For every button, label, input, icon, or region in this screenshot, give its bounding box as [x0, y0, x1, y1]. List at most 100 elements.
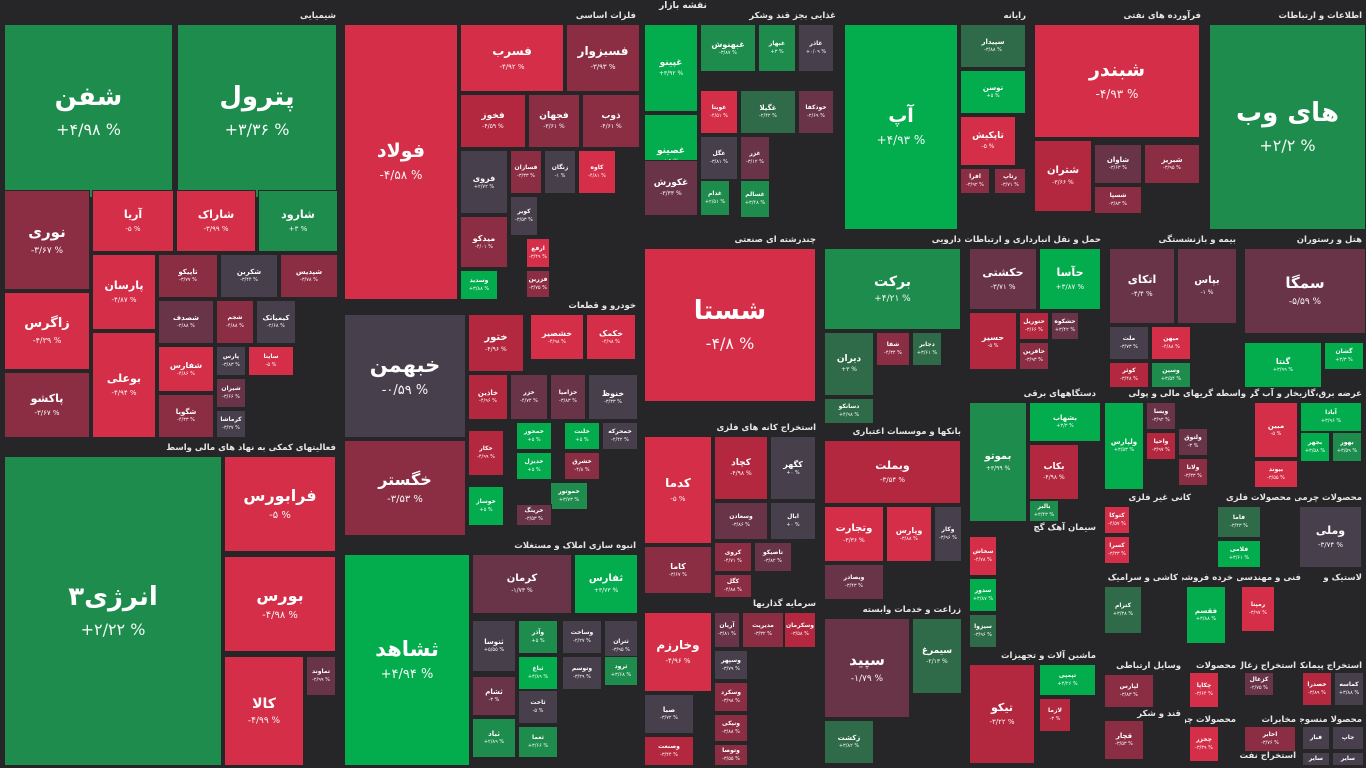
- sector-title[interactable]: مخابرات: [1261, 715, 1296, 725]
- stock-tile-خزامیا[interactable]: خزامیا -۳/۸۳ %: [550, 374, 586, 420]
- stock-tile-اتکای[interactable]: اتکای -۴/۴ %: [1109, 248, 1175, 324]
- sector-title[interactable]: ماشین آلات و تجهیزات: [1000, 651, 1096, 661]
- stock-tile-دیران[interactable]: دیران +۳ %: [824, 332, 874, 396]
- sector-title[interactable]: محصولات چوبی: [1185, 715, 1236, 725]
- stock-tile-فسبزوار[interactable]: فسبزوار -۳/۹۳ %: [566, 24, 640, 92]
- sector-title[interactable]: خودرو و قطعات: [568, 301, 636, 311]
- stock-tile-تاصیکو[interactable]: تاصیکو -۳/۸۲ %: [754, 542, 792, 572]
- stock-tile-ولپارس[interactable]: ولپارس +۳/۵۳ %: [1104, 402, 1144, 490]
- sector-title[interactable]: فرآورده های نفتی: [1123, 11, 1202, 21]
- stock-tile-وخارزم[interactable]: وخارزم -۴/۹۶ %: [644, 612, 712, 692]
- stock-tile-توسن[interactable]: توسن +۵ %: [960, 70, 1026, 114]
- stock-tile-وکار[interactable]: وکار -۳/۹۶ %: [934, 506, 962, 562]
- sector-title[interactable]: فلزات اساسی: [575, 11, 636, 21]
- stock-tile-ارفع[interactable]: ارفع -۳/۴۹ %: [526, 238, 550, 268]
- stock-tile-آبادا[interactable]: آبادا +۳/۹۶ %: [1300, 402, 1362, 432]
- stock-tile-کاوه[interactable]: کاوه -۴/۸۱ %: [578, 150, 616, 194]
- stock-tile-وسعادن[interactable]: وسعادن -۳/۸۶ %: [714, 502, 768, 540]
- stock-tile-فروی[interactable]: فروی +۲/۷۲ %: [460, 150, 508, 214]
- stock-tile-شفن[interactable]: شفن +۴/۹۸ %: [4, 24, 173, 198]
- stock-tile-حشکوه[interactable]: حشکوه +۳/۴۲ %: [1051, 312, 1079, 340]
- stock-tile-ثعما[interactable]: ثعما +۳/۶۶ %: [518, 726, 558, 758]
- stock-tile-قچار[interactable]: قچار -۳/۵۳ %: [1104, 720, 1144, 760]
- stock-tile-رمپنا[interactable]: رمپنا -۳/۹۷ %: [1241, 586, 1275, 632]
- stock-tile-های وب[interactable]: های وب +۲/۲ %: [1209, 24, 1366, 230]
- stock-tile-کتوکا[interactable]: کتوکا -۴/۵۷ %: [1104, 506, 1130, 534]
- sector-title[interactable]: محصولا منسوجات: [1300, 715, 1362, 725]
- stock-tile-بپاس[interactable]: بپاس -۱ %: [1177, 248, 1237, 324]
- stock-tile-غسالم[interactable]: غسالم +۳/۴۸ %: [740, 180, 770, 218]
- stock-tile-کویر[interactable]: کویر -۳/۵۳ %: [510, 196, 538, 236]
- stock-tile-وپارس[interactable]: وپارس -۳/۸۸ %: [886, 506, 932, 562]
- stock-tile-غگیلا[interactable]: غگیلا -۲/۴۲ %: [740, 90, 796, 134]
- stock-tile-فاما[interactable]: فاما -۳/۴۳ %: [1217, 506, 1261, 538]
- sector-title[interactable]: لاستیک و: [1323, 573, 1362, 583]
- stock-tile-پارس[interactable]: پارس -۳/۸۳ %: [216, 346, 246, 376]
- sector-title[interactable]: کانی غیر فلزی: [1128, 493, 1191, 503]
- stock-tile-ولانا[interactable]: ولانا -۳/۳۳ %: [1178, 458, 1208, 486]
- stock-tile-دسانکو[interactable]: دسانکو +۴/۹۸ %: [824, 398, 874, 424]
- stock-tile-خرینگ[interactable]: خرینگ -۳/۵۳ %: [516, 504, 552, 526]
- sector-title[interactable]: سرمایه گذاریها: [752, 599, 816, 609]
- stock-tile-خوساز[interactable]: خوساز +۵ %: [468, 486, 504, 526]
- stock-tile-کالا[interactable]: کالا -۴/۹۹ %: [224, 656, 304, 766]
- stock-tile-بوعلی[interactable]: بوعلی -۴/۹۴ %: [92, 332, 156, 438]
- stock-tile-صبا[interactable]: صبا -۳/۷۲ %: [644, 694, 694, 734]
- stock-tile-خمحور[interactable]: خمحور +۵ %: [516, 422, 552, 450]
- stock-tile-خصدرا[interactable]: خصدرا -۳/۸۹ %: [1302, 672, 1332, 706]
- stock-tile-کگهر[interactable]: کگهر +۰ %: [770, 436, 816, 500]
- stock-tile-ملت[interactable]: ملت -۳/۷۳ %: [1109, 326, 1149, 360]
- stock-tile-رتاپ[interactable]: رتاپ -۳/۷۱ %: [994, 168, 1026, 194]
- stock-tile-کسرا[interactable]: کسرا -۳/۳۳ %: [1104, 536, 1130, 564]
- stock-tile-خکار[interactable]: خکار -۴/۹۹ %: [468, 430, 504, 476]
- stock-tile-انرژی۳[interactable]: انرژی۳ +۲/۲۲ %: [4, 456, 222, 766]
- stock-tile-سپیدار[interactable]: سپیدار -۳/۸۸ %: [960, 24, 1026, 68]
- stock-tile-وسین[interactable]: وسین +۳/۵۴ %: [1151, 362, 1191, 388]
- stock-tile-زکشت[interactable]: زکشت +۳/۸۲ %: [824, 720, 874, 764]
- stock-tile-کگل[interactable]: کگل -۴/۸۸ %: [714, 574, 752, 598]
- stock-tile-غبهنوش[interactable]: غبهنوش -۳/۸۷ %: [700, 24, 756, 72]
- stock-tile-تماوند[interactable]: تماوند -۲/۹۹ %: [306, 656, 336, 696]
- stock-tile-پارسان[interactable]: پارسان -۴/۸۷ %: [92, 254, 156, 330]
- sector-title[interactable]: وسایل ارتباطی: [1116, 661, 1181, 671]
- sector-title[interactable]: استخراج پیمانکاری: [1300, 661, 1362, 671]
- stock-tile-غاذر[interactable]: غاذر +۰/۰۹ %: [798, 24, 834, 72]
- stock-tile-ونیکی[interactable]: ونیکی -۳/۸۸ %: [714, 714, 748, 742]
- stock-tile-اخابر[interactable]: اخابر -۳/۷۶ %: [1244, 726, 1296, 752]
- stock-tile-خزر[interactable]: خزر -۴/۷۴ %: [510, 374, 548, 420]
- stock-tile-حکشتی[interactable]: حکشتی -۳/۷۱ %: [969, 248, 1037, 310]
- stock-tile-خمحرکه[interactable]: خمحرکه -۲/۴۲ %: [602, 422, 638, 450]
- stock-tile-کاما[interactable]: کاما -۳/۶۷ %: [644, 546, 712, 594]
- stock-tile-خدیزل[interactable]: خدیزل +۵ %: [516, 452, 552, 480]
- stock-tile-کروی[interactable]: کروی -۴/۷۱ %: [714, 542, 752, 572]
- stock-tile-ذوب[interactable]: ذوب -۴/۶۱ %: [582, 94, 640, 148]
- stock-tile-میهن[interactable]: میهن -۴/۸۸ %: [1151, 326, 1191, 360]
- stock-tile-ثشاهد[interactable]: ثشاهد +۴/۹۴ %: [344, 554, 470, 766]
- stock-tile-فلامی[interactable]: فلامی +۳/۶۱ %: [1217, 540, 1261, 568]
- stock-tile-وتوسم[interactable]: وتوسم -۳/۲۹ %: [562, 656, 602, 690]
- stock-tile-فجهان[interactable]: فجهان -۳/۶۱ %: [528, 94, 580, 148]
- stock-tile-غدام[interactable]: غدام +۲/۵۱ %: [700, 180, 730, 216]
- stock-tile-سدور[interactable]: سدور +۳/۸۷ %: [969, 578, 997, 612]
- stock-tile-ولتوق[interactable]: ولتوق -۳ %: [1178, 428, 1208, 456]
- stock-tile-واحیا[interactable]: واحیا -۳/۹۷ %: [1146, 432, 1176, 460]
- sector-title[interactable]: سیمان آهک گچ: [1033, 523, 1096, 533]
- stock-tile-آریا[interactable]: آریا -۵ %: [92, 190, 174, 252]
- sector-title[interactable]: خرده فروشی: [1182, 573, 1233, 583]
- stock-tile-غگل[interactable]: غگل -۳/۸۱ %: [700, 136, 738, 180]
- sector-title[interactable]: محصولات فلزی: [1225, 493, 1291, 503]
- stock-tile-شپدیس[interactable]: شپدیس -۳/۷۸ %: [280, 254, 338, 298]
- stock-tile-کچاد[interactable]: کچاد -۴/۹۸ %: [714, 436, 768, 500]
- stock-tile-شبندر[interactable]: شبندر -۴/۹۳ %: [1034, 24, 1200, 138]
- sector-title[interactable]: بانکها و موسسات اعتباری: [852, 427, 961, 437]
- stock-tile-دجابر[interactable]: دجابر +۳/۶۱ %: [912, 332, 942, 366]
- stock-tile-شاراک[interactable]: شاراک -۳/۹۹ %: [176, 190, 256, 252]
- stock-tile-کیمیاتک[interactable]: کیمیاتک -۲/۶۸ %: [256, 300, 296, 344]
- stock-tile-سیزوا[interactable]: سیزوا -۳/۹۶ %: [969, 614, 997, 648]
- stock-tile-شتران[interactable]: شتران -۳/۶۶ %: [1034, 140, 1092, 212]
- stock-tile-گشان[interactable]: گشان +۳/۳ %: [1324, 342, 1364, 370]
- stock-tile-فخوز[interactable]: فخوز -۴/۵۹ %: [460, 94, 526, 148]
- stock-tile-کرمان[interactable]: کرمان -۱/۷۳ %: [472, 554, 572, 614]
- stock-tile-کدما[interactable]: کدما -۵ %: [644, 436, 712, 544]
- stock-tile-زنگان[interactable]: زنگان -۱ %: [544, 150, 576, 194]
